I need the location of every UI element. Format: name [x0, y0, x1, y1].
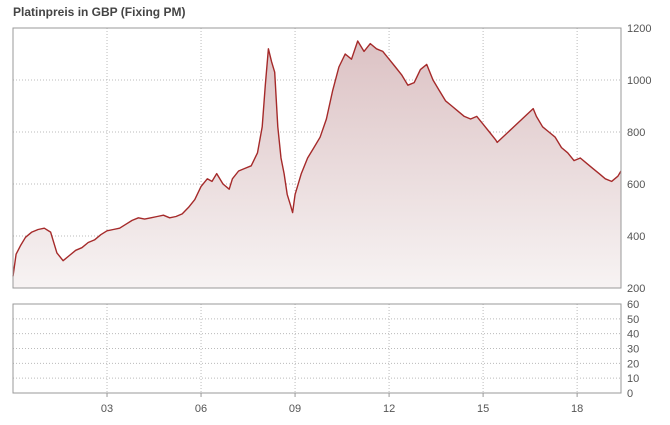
y-tick-label-sub: 10 — [627, 373, 639, 385]
y-tick-label-main: 600 — [627, 179, 645, 191]
x-tick-label: 15 — [477, 403, 489, 415]
x-tick-label: 12 — [383, 403, 395, 415]
y-tick-label-main: 1000 — [627, 75, 651, 87]
y-tick-label-sub: 0 — [627, 388, 633, 400]
x-tick-label: 03 — [101, 403, 113, 415]
y-tick-label-main: 800 — [627, 127, 645, 139]
y-tick-label-main: 1200 — [627, 23, 651, 35]
y-tick-label-sub: 30 — [627, 344, 639, 356]
y-tick-label-sub: 50 — [627, 314, 639, 326]
sub-panel: 60 50 40 30 20 10 0 03 06 09 12 15 18 — [12, 299, 639, 415]
main-frame — [12, 27, 622, 289]
y-tick-label-main: 400 — [627, 231, 645, 243]
x-tick-label: 06 — [195, 403, 207, 415]
main-panel: 1200 1000 800 600 400 200 — [12, 23, 651, 295]
y-tick-label-sub: 20 — [627, 358, 639, 370]
y-tick-label-sub: 60 — [627, 299, 639, 311]
chart-title: Platinpreis in GBP (Fixing PM) — [13, 5, 186, 19]
y-tick-label-sub: 40 — [627, 329, 639, 341]
y-tick-label-main: 200 — [627, 283, 645, 295]
price-line — [12, 40, 622, 277]
price-area — [13, 41, 621, 288]
x-tick-label: 18 — [571, 403, 583, 415]
x-tick-label: 09 — [289, 403, 301, 415]
sub-frame — [12, 303, 622, 394]
